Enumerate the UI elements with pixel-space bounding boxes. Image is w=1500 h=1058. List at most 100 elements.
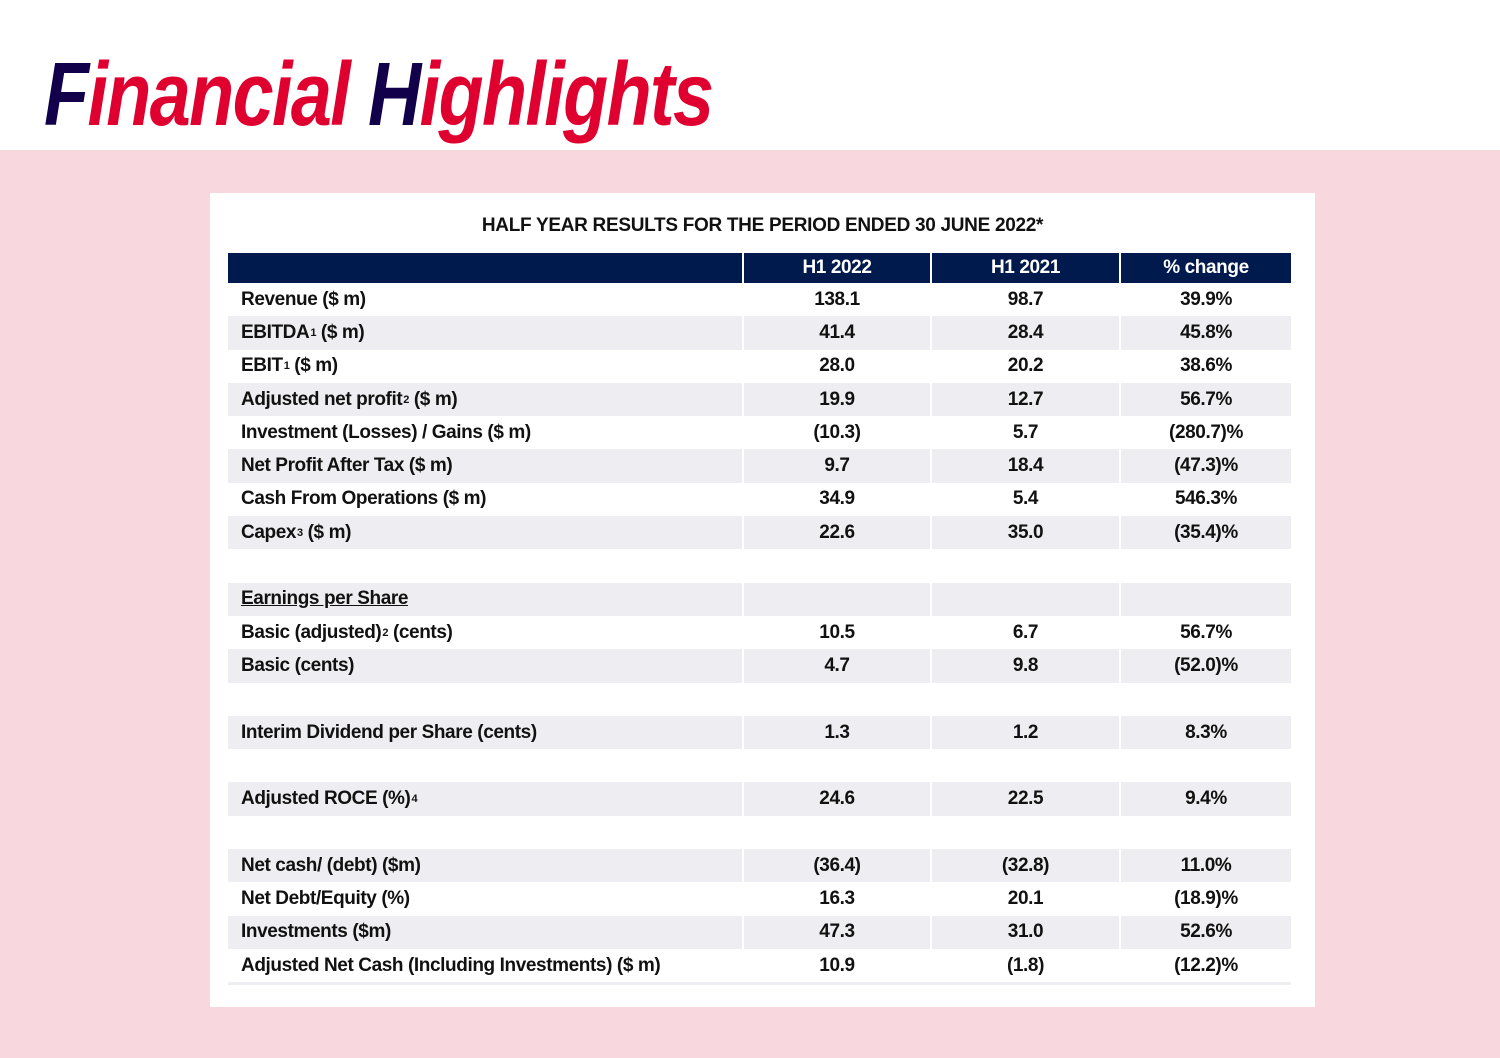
- value-change: (12.2)%: [1119, 948, 1291, 983]
- value-h1-2022-text: 138.1: [814, 288, 860, 310]
- results-card: HALF YEAR RESULTS FOR THE PERIOD ENDED 3…: [210, 193, 1315, 1007]
- value-change-text: (280.7)%: [1169, 421, 1243, 443]
- value-h1-2021: (1.8): [930, 948, 1119, 983]
- value-h1-2022: 41.4: [742, 316, 930, 350]
- value-h1-2021-text: (1.8): [1006, 954, 1045, 976]
- value-h1-2021-text: 35.0: [1007, 521, 1044, 543]
- value-h1-2021: 31.0: [930, 915, 1119, 949]
- table-row: Cash From Operations ($ m) 34.9 5.4 546.3%: [228, 482, 1291, 517]
- row-label-suffix: ($ m): [316, 321, 365, 343]
- value-change-text: (18.9)%: [1174, 887, 1238, 909]
- value-h1-2022: 22.6: [742, 516, 930, 550]
- value-change-text: 45.8%: [1180, 321, 1232, 343]
- empty-cell: [1119, 815, 1291, 850]
- empty-cell: [930, 582, 1119, 616]
- spacer-row: [228, 815, 1291, 850]
- row-label-text: Revenue ($ m): [241, 288, 366, 310]
- table-row: Basic (cents) 4.7 9.8 (52.0)%: [228, 649, 1291, 683]
- value-h1-2021-text: 12.7: [1007, 388, 1044, 410]
- header-cell-label: [228, 253, 742, 283]
- value-h1-2022-text: 4.7: [824, 654, 850, 676]
- value-change: 39.9%: [1119, 283, 1291, 317]
- value-h1-2022: 28.0: [742, 349, 930, 383]
- value-h1-2022-text: 28.0: [819, 355, 855, 377]
- value-h1-2022: (36.4): [742, 849, 930, 883]
- value-change-text: (35.4)%: [1174, 521, 1238, 543]
- row-label: Capex 3 ($ m): [228, 516, 742, 549]
- value-change-text: 52.6%: [1180, 921, 1232, 943]
- empty-cell: [742, 815, 930, 850]
- title-word-2-rest: ighlights: [419, 45, 714, 145]
- value-h1-2021: 1.2: [930, 715, 1119, 750]
- value-h1-2022: 19.9: [742, 382, 930, 417]
- row-label-text: Interim Dividend per Share (cents): [241, 721, 537, 743]
- footnote-marker: 1: [283, 360, 290, 373]
- empty-cell: [930, 549, 1119, 583]
- empty-cell: [1119, 582, 1291, 616]
- value-h1-2022: 9.7: [742, 449, 930, 483]
- table-row: Adjusted Net Cash (Including Investments…: [228, 948, 1291, 986]
- empty-cell: [930, 749, 1119, 783]
- value-change-text: (52.0)%: [1174, 654, 1238, 676]
- value-h1-2021: 18.4: [930, 449, 1119, 483]
- empty-cell: [742, 682, 930, 716]
- value-h1-2022: 1.3: [742, 715, 930, 750]
- value-change: (47.3)%: [1119, 449, 1291, 483]
- value-h1-2022: 47.3: [742, 915, 930, 949]
- value-h1-2022-text: 47.3: [819, 921, 855, 943]
- section-label-text: Earnings per Share: [241, 588, 409, 610]
- value-change-text: 39.9%: [1180, 288, 1232, 310]
- value-h1-2022-text: 1.3: [824, 721, 850, 743]
- empty-cell: [742, 749, 930, 783]
- value-h1-2022-text: 22.6: [819, 521, 855, 543]
- value-h1-2021-text: 5.4: [1012, 488, 1039, 510]
- value-change-text: 546.3%: [1174, 488, 1238, 510]
- row-label-suffix: (cents): [388, 621, 453, 643]
- value-h1-2022-text: 10.9: [819, 954, 855, 976]
- row-label: Net Profit After Tax ($ m): [228, 449, 742, 482]
- value-change-text: 38.6%: [1180, 355, 1232, 377]
- row-label: EBITDA 1 ($ m): [228, 316, 742, 349]
- empty-cell: [930, 682, 1119, 716]
- row-label: Adjusted net profit 2 ($ m): [228, 383, 742, 416]
- value-h1-2021: 20.1: [930, 882, 1119, 916]
- value-h1-2022-text: 10.5: [819, 621, 855, 643]
- row-label: Basic (adjusted) 2 (cents): [228, 616, 742, 649]
- table-row: EBITDA 1 ($ m) 41.4 28.4 45.8%: [228, 316, 1291, 350]
- value-h1-2021-text: 1.2: [1012, 721, 1039, 743]
- value-h1-2022: (10.3): [742, 416, 930, 450]
- row-label-text: Cash From Operations ($ m): [241, 488, 487, 510]
- table-row: Net Profit After Tax ($ m) 9.7 18.4 (47.3)%: [228, 449, 1291, 483]
- value-h1-2021: 20.2: [930, 349, 1119, 383]
- value-h1-2022-text: 19.9: [819, 388, 855, 410]
- value-h1-2021-text: 22.5: [1007, 788, 1044, 810]
- table-row: Net Debt/Equity (%) 16.3 20.1 (18.9)%: [228, 882, 1291, 916]
- value-change-text: 56.7%: [1180, 621, 1232, 643]
- value-h1-2021: 22.5: [930, 782, 1119, 816]
- row-label-text: Net Debt/Equity (%): [241, 887, 410, 909]
- empty-cell: [228, 683, 742, 716]
- value-change: 11.0%: [1119, 849, 1291, 883]
- value-h1-2022: 138.1: [742, 283, 930, 317]
- empty-cell: [930, 815, 1119, 850]
- value-h1-2021: 9.8: [930, 649, 1119, 683]
- row-label: Investments ($m): [228, 916, 742, 949]
- header-cell-h1-2021: H1 2021: [930, 253, 1119, 283]
- value-h1-2022: 16.3: [742, 882, 930, 916]
- row-label-suffix: ($ m): [289, 355, 338, 377]
- value-h1-2022-text: (36.4): [813, 854, 861, 876]
- table-caption: HALF YEAR RESULTS FOR THE PERIOD ENDED 3…: [481, 215, 1044, 236]
- value-change: 56.7%: [1119, 382, 1291, 417]
- table-row: Adjusted ROCE (%) 4 24.6 22.5 9.4%: [228, 782, 1291, 816]
- value-change-text: (12.2)%: [1174, 954, 1238, 976]
- value-change: 56.7%: [1119, 615, 1291, 650]
- row-label: Cash From Operations ($ m): [228, 483, 742, 516]
- footnote-marker: 4: [411, 793, 418, 806]
- row-label-text: Adjusted Net Cash (Including Investments…: [241, 954, 661, 976]
- empty-cell: [1119, 549, 1291, 583]
- title-initial-h: H: [368, 45, 421, 145]
- page-title: Financial Highlights: [44, 40, 714, 150]
- row-label: Investment (Losses) / Gains ($ m): [228, 416, 742, 449]
- value-h1-2021-text: 98.7: [1007, 288, 1044, 310]
- value-h1-2022-text: 24.6: [819, 788, 855, 810]
